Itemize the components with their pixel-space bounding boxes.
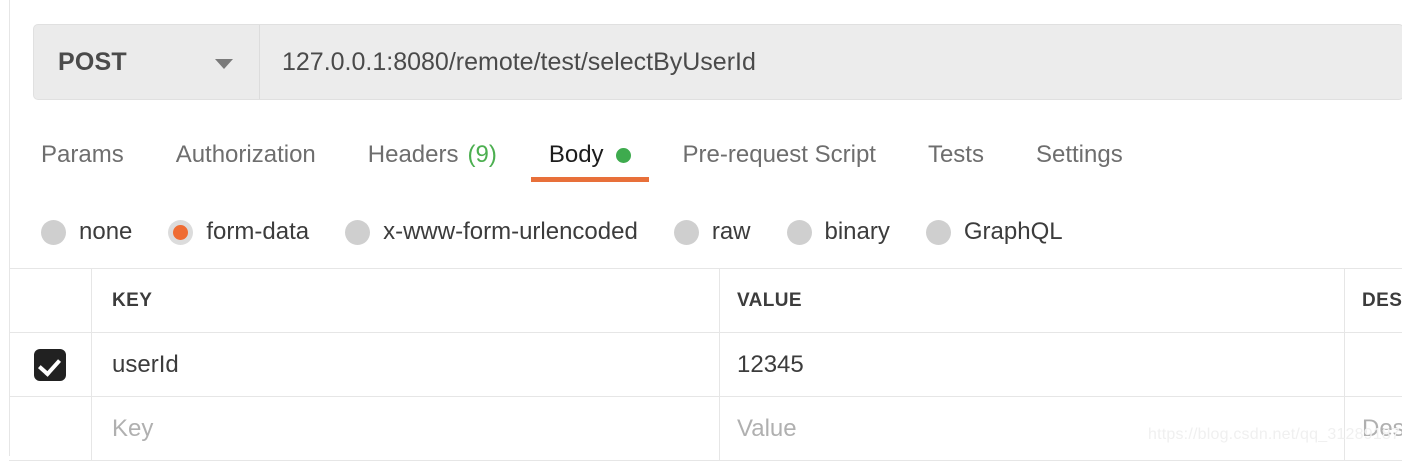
left-panel-divider xyxy=(9,0,10,456)
header-cell-key: KEY xyxy=(92,269,720,332)
radio-icon xyxy=(925,219,951,245)
body-modified-dot-icon xyxy=(615,147,631,163)
header-description-label: DESC xyxy=(1362,289,1402,311)
table-row[interactable]: userId 12345 xyxy=(9,333,1402,397)
body-type-x-www-form-urlencoded-label: x-www-form-urlencoded xyxy=(383,218,638,245)
row-check-cell xyxy=(9,333,92,396)
body-type-binary[interactable]: binary xyxy=(786,218,890,246)
body-type-graphql[interactable]: GraphQL xyxy=(925,218,1063,246)
placeholder-description-cell[interactable]: Des xyxy=(1345,397,1402,460)
body-type-x-www-form-urlencoded[interactable]: x-www-form-urlencoded xyxy=(345,218,638,246)
row-key-cell[interactable]: userId xyxy=(92,333,720,396)
placeholder-value-cell[interactable]: Value xyxy=(720,397,1345,460)
tab-pre-request-script-label: Pre-request Script xyxy=(682,141,876,168)
radio-icon xyxy=(41,219,66,245)
row-description-cell[interactable] xyxy=(1345,333,1402,396)
body-type-raw-label: raw xyxy=(711,218,751,245)
header-cell-value: VALUE xyxy=(720,269,1345,332)
tab-headers[interactable]: Headers (9) xyxy=(342,128,523,182)
body-type-form-data-label: form-data xyxy=(206,218,310,245)
tab-headers-label: Headers xyxy=(367,141,459,168)
row-value-text: 12345 xyxy=(737,350,804,378)
request-url-bar: POST xyxy=(33,24,1402,100)
placeholder-key-text: Key xyxy=(112,414,154,442)
placeholder-key-cell[interactable]: Key xyxy=(92,397,720,460)
row-key-text: userId xyxy=(112,350,179,378)
http-method-label: POST xyxy=(58,47,127,76)
tab-params-label: Params xyxy=(41,141,124,168)
tab-body-label: Body xyxy=(548,141,604,168)
request-url-input[interactable] xyxy=(260,25,1402,99)
radio-icon xyxy=(673,219,699,245)
tab-pre-request-script[interactable]: Pre-request Script xyxy=(657,128,902,182)
request-tabs: Params Authorization Headers (9) Body Pr… xyxy=(33,128,1149,190)
placeholder-description-text: Des xyxy=(1362,414,1402,442)
tab-settings-label: Settings xyxy=(1035,141,1123,168)
tab-body[interactable]: Body xyxy=(523,128,657,182)
body-type-radio-group: none form-data x-www-form-urlencoded raw… xyxy=(41,205,1099,259)
radio-selected-icon xyxy=(168,219,194,245)
tab-settings[interactable]: Settings xyxy=(1010,128,1149,182)
form-data-table: KEY VALUE DESC userId 12345 Key Value xyxy=(9,268,1402,461)
placeholder-check-cell xyxy=(9,397,92,460)
row-enabled-checkbox[interactable] xyxy=(34,348,66,381)
body-type-raw[interactable]: raw xyxy=(673,218,751,246)
table-header-row: KEY VALUE DESC xyxy=(9,269,1402,333)
header-value-label: VALUE xyxy=(737,289,802,311)
body-type-binary-label: binary xyxy=(824,218,890,245)
row-value-cell[interactable]: 12345 xyxy=(720,333,1345,396)
header-cell-check xyxy=(9,269,92,332)
body-type-none[interactable]: none xyxy=(41,218,132,246)
tab-tests[interactable]: Tests xyxy=(902,128,1010,182)
chevron-down-icon xyxy=(215,58,233,69)
body-type-none-label: none xyxy=(79,218,133,245)
tab-params[interactable]: Params xyxy=(33,128,150,182)
table-placeholder-row[interactable]: Key Value Des xyxy=(9,397,1402,461)
tab-authorization[interactable]: Authorization xyxy=(150,128,342,182)
placeholder-value-text: Value xyxy=(737,414,797,442)
radio-icon xyxy=(345,219,371,245)
http-method-select[interactable]: POST xyxy=(34,25,260,99)
body-type-form-data[interactable]: form-data xyxy=(168,218,309,246)
header-key-label: KEY xyxy=(112,289,153,311)
tab-tests-label: Tests xyxy=(927,141,984,168)
tab-headers-count: (9) xyxy=(467,141,497,168)
radio-icon xyxy=(786,219,812,245)
body-type-graphql-label: GraphQL xyxy=(963,218,1063,245)
header-cell-description: DESC xyxy=(1345,269,1402,332)
tab-authorization-label: Authorization xyxy=(175,141,316,168)
